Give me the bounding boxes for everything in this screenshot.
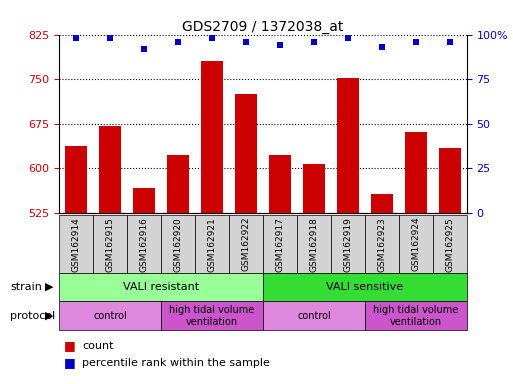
Text: GSM162922: GSM162922 [242,217,250,271]
Text: high tidal volume
ventilation: high tidal volume ventilation [373,305,459,327]
Point [344,35,352,41]
Bar [371,194,393,384]
Bar [93,215,127,273]
Text: ■: ■ [64,356,76,369]
Text: GSM162915: GSM162915 [106,217,114,271]
Text: GSM162924: GSM162924 [411,217,420,271]
Text: control: control [93,311,127,321]
Point [412,39,420,45]
Text: high tidal volume
ventilation: high tidal volume ventilation [169,305,254,327]
Bar [59,273,263,301]
Point [208,35,216,41]
Point [378,44,386,50]
Bar [65,146,87,384]
Bar [195,215,229,273]
Text: GSM162925: GSM162925 [445,217,455,271]
Bar [263,301,365,330]
Point [140,46,148,52]
Text: ■: ■ [64,339,76,352]
Bar [331,215,365,273]
Point [242,39,250,45]
Text: ▶: ▶ [45,311,53,321]
Text: GSM162923: GSM162923 [378,217,386,271]
Bar [269,156,291,384]
Bar [59,301,161,330]
Bar [167,156,189,384]
Text: GSM162914: GSM162914 [71,217,81,271]
Text: GSM162917: GSM162917 [275,217,284,271]
Bar [201,61,223,384]
Point [106,35,114,41]
Text: strain: strain [10,282,42,292]
Text: GSM162919: GSM162919 [343,217,352,271]
Point [310,39,318,45]
Text: count: count [82,341,113,351]
Point [276,42,284,48]
Bar [365,215,399,273]
Title: GDS2709 / 1372038_at: GDS2709 / 1372038_at [182,20,344,33]
Bar [433,215,467,273]
Bar [235,94,257,384]
Bar [133,187,155,384]
Text: ▶: ▶ [45,282,53,292]
Point [174,39,182,45]
Text: GSM162921: GSM162921 [207,217,216,271]
Point [446,39,454,45]
Bar [439,148,461,384]
Text: percentile rank within the sample: percentile rank within the sample [82,358,270,368]
Bar [127,215,161,273]
Bar [303,164,325,384]
Bar [99,126,121,384]
Point [72,35,80,41]
Bar [405,132,427,384]
Bar [297,215,331,273]
Text: protocol: protocol [10,311,55,321]
Text: control: control [297,311,331,321]
Bar [229,215,263,273]
Bar [365,301,467,330]
Text: GSM162920: GSM162920 [173,217,183,271]
Bar [263,273,467,301]
Text: GSM162918: GSM162918 [309,217,319,271]
Bar [161,215,195,273]
Bar [59,215,93,273]
Text: GSM162916: GSM162916 [140,217,148,271]
Bar [161,301,263,330]
Text: VALI resistant: VALI resistant [123,282,199,292]
Bar [263,215,297,273]
Bar [399,215,433,273]
Bar [337,78,359,384]
Text: VALI sensitive: VALI sensitive [326,282,403,292]
